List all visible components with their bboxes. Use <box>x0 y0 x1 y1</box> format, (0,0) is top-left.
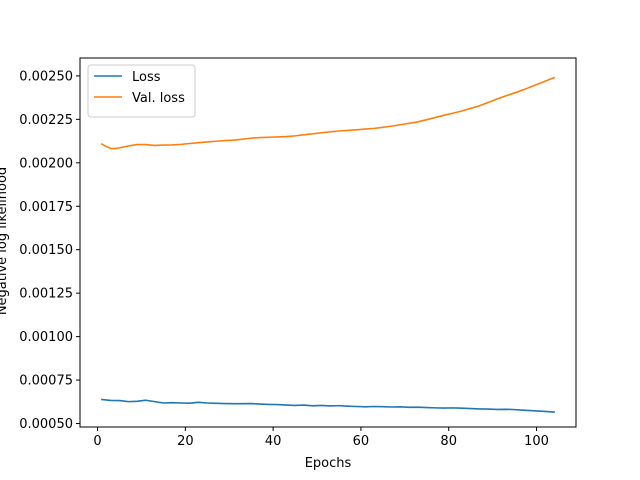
series-line-2 <box>100 76 556 150</box>
y-tick-label: 0.00200 <box>19 156 73 171</box>
x-tick-label: 80 <box>440 434 457 449</box>
y-tick-label: 0.00100 <box>19 330 73 345</box>
plot-area <box>80 58 576 427</box>
y-tick-label: 0.00225 <box>19 113 73 128</box>
x-axis-label: Epochs <box>305 456 352 471</box>
y-axis-label: Negative log likelihood <box>0 167 10 315</box>
legend-label-2: Val. loss <box>132 91 185 106</box>
plot-background <box>80 58 576 427</box>
y-tick-label: 0.00125 <box>19 287 73 302</box>
legend: Loss Val. loss <box>87 64 196 118</box>
x-tick-label: 60 <box>353 434 370 449</box>
y-tick-label: 0.00150 <box>19 243 73 258</box>
axes-layer: 0 20 40 60 80 100 0.00050 0.00075 0.00100 0.00125… <box>19 57 577 449</box>
y-tick-label: 0.00250 <box>19 69 73 84</box>
axes-frame <box>79 57 577 428</box>
x-tick-label: 100 <box>524 434 549 449</box>
y-tick-label: 0.00175 <box>19 200 73 215</box>
legend-box <box>87 64 196 118</box>
x-tick-label: 0 <box>93 434 101 449</box>
y-tick-label: 0.00050 <box>19 417 73 432</box>
x-tick-label: 20 <box>177 434 194 449</box>
series-layer <box>100 76 556 413</box>
series-line-1 <box>101 398 555 413</box>
legend-label-1: Loss <box>132 70 161 85</box>
y-tick-label: 0.00075 <box>19 374 73 389</box>
x-tick-label: 40 <box>265 434 282 449</box>
